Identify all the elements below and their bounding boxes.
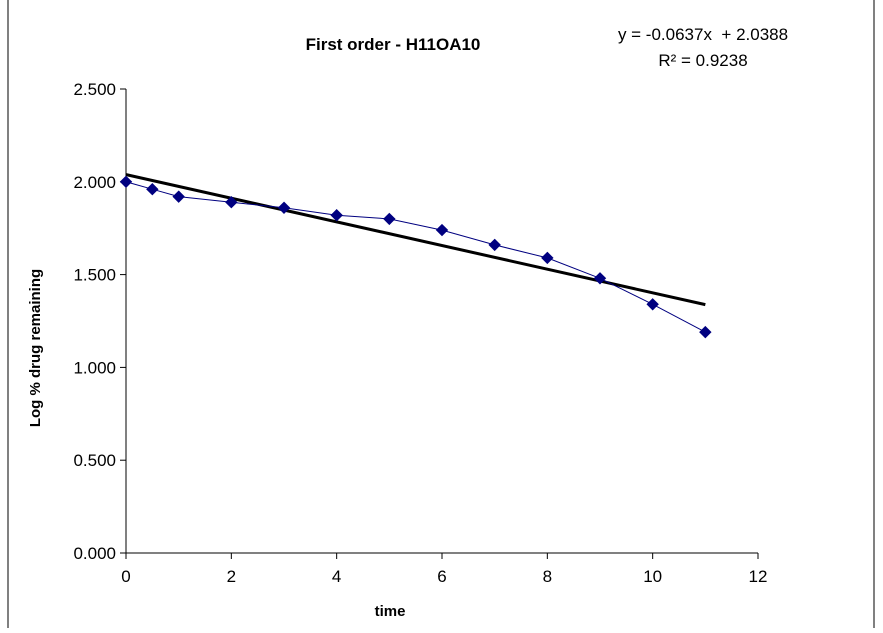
data-point-marker xyxy=(172,190,185,203)
data-point-marker xyxy=(330,209,343,222)
data-point-marker xyxy=(119,175,133,189)
y-tick-label: 2.000 xyxy=(73,173,116,192)
x-tick-label: 6 xyxy=(437,567,446,586)
x-tick-label: 0 xyxy=(121,567,130,586)
x-tick-label: 2 xyxy=(227,567,236,586)
y-tick-label: 0.500 xyxy=(73,451,116,470)
y-tick-label: 0.000 xyxy=(73,544,116,563)
data-point-marker xyxy=(146,183,159,196)
chart-title: First order - H11OA10 xyxy=(306,35,481,54)
y-tick-label: 1.500 xyxy=(73,266,116,285)
x-tick-label: 12 xyxy=(749,567,768,586)
y-tick-label: 2.500 xyxy=(73,80,116,99)
data-point-marker xyxy=(646,298,659,311)
data-point-marker xyxy=(225,196,238,209)
trendline-equation: y = -0.0637x + 2.0388 xyxy=(618,25,788,44)
data-point-marker xyxy=(593,272,607,285)
plot-layer: 0.000 0.500 1.000 1.500 2.000 2.500 0 2 4 6 8 10 12 xyxy=(73,80,767,586)
x-axis-label: time xyxy=(375,603,406,620)
x-tick-label: 8 xyxy=(543,567,552,586)
data-point-marker xyxy=(277,201,291,214)
data-point-marker xyxy=(383,212,396,226)
y-axis-label: Log % drug remaining xyxy=(27,269,44,427)
data-point-marker xyxy=(541,251,554,265)
trendline-r-squared: R² = 0.9238 xyxy=(658,51,747,70)
series-line xyxy=(125,181,706,333)
x-tick-label: 10 xyxy=(643,567,662,586)
data-point-marker xyxy=(488,238,501,252)
trendline xyxy=(125,173,706,307)
data-point-marker xyxy=(435,223,449,237)
data-point-marker xyxy=(699,325,712,339)
y-tick-label: 1.000 xyxy=(73,358,116,377)
x-tick-label: 4 xyxy=(332,567,341,586)
